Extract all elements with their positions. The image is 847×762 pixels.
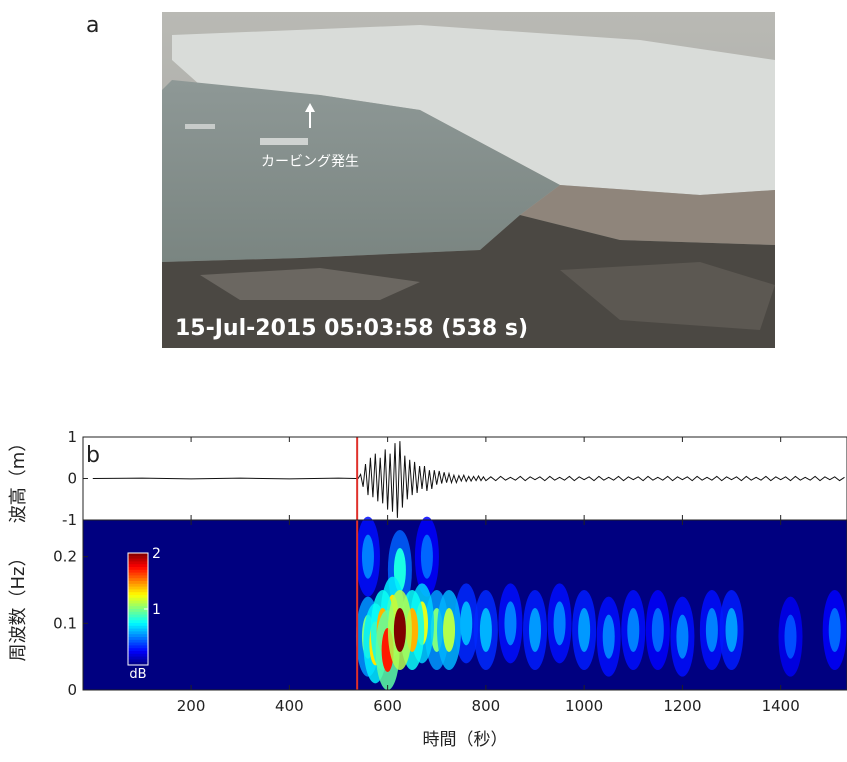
- y-tick-label: 0: [67, 470, 77, 488]
- colorbar-step: [128, 614, 148, 618]
- colorbar-step: [128, 648, 148, 652]
- spectral-core: [443, 608, 456, 652]
- colorbar-step: [128, 637, 148, 641]
- spectral-core: [420, 534, 433, 579]
- x-tick-label: 400: [275, 697, 304, 715]
- spectral-core: [784, 614, 797, 659]
- y-axis-label: 周波数（Hz）: [8, 549, 29, 662]
- spectral-core: [460, 601, 473, 646]
- colorbar-step: [128, 662, 148, 666]
- spectral-core: [705, 608, 718, 652]
- colorbar-step: [128, 609, 148, 613]
- spectral-core: [627, 608, 640, 652]
- spectral-core: [393, 608, 406, 652]
- y-tick-label: 0.1: [53, 614, 77, 632]
- colorbar-step: [128, 572, 148, 576]
- x-tick-label: 800: [472, 697, 501, 715]
- spectral-core: [725, 608, 738, 652]
- colorbar-step: [128, 561, 148, 565]
- y-tick-label: 0: [67, 681, 77, 699]
- colorbar-step: [128, 642, 148, 646]
- colorbar-step: [128, 575, 148, 579]
- photo: カービング発生 15-Jul-2015 05:03:58 (538 s): [162, 12, 775, 348]
- spectral-core: [651, 608, 664, 652]
- colorbar-step: [128, 581, 148, 585]
- spectral-core: [828, 608, 841, 652]
- spectral-core: [529, 608, 542, 652]
- colorbar-step: [128, 659, 148, 663]
- colorbar-step: [128, 578, 148, 582]
- colorbar-step: [128, 611, 148, 616]
- colorbar-step: [128, 558, 148, 562]
- colorbar-step: [128, 569, 148, 574]
- spectral-core: [504, 601, 517, 646]
- colorbar-step: [128, 623, 148, 627]
- colorbar-step: [128, 595, 148, 599]
- colorbar-step: [128, 651, 148, 655]
- colorbar-tick-label: 1: [152, 602, 161, 618]
- spectral-core: [602, 614, 615, 659]
- charts: -1 0 1 波高（m） 1 2 dB 0 0.1 0.2 200 400 600 800 1000 1200…: [8, 428, 847, 750]
- colorbar-step: [128, 603, 148, 607]
- x-tick-label: 1000: [565, 697, 603, 715]
- colorbar-step: [128, 567, 148, 571]
- colorbar-step: [128, 583, 148, 588]
- colorbar-step: [128, 628, 148, 632]
- colorbar-step: [128, 639, 148, 644]
- colorbar-step: [128, 617, 148, 621]
- colorbar-step: [128, 634, 148, 638]
- colorbar-step: [128, 589, 148, 593]
- colorbar-step: [128, 600, 148, 604]
- colorbar-step: [128, 631, 148, 635]
- y-axis-label: 波高（m）: [8, 434, 29, 524]
- y-tick-label: 0.2: [53, 548, 77, 566]
- axes-frame: [82, 519, 847, 691]
- colorbar-step: [128, 597, 148, 602]
- colorbar-step: [128, 620, 148, 624]
- panel-label: b: [86, 443, 100, 468]
- x-tick-label: 600: [373, 697, 402, 715]
- x-axis-label: 時間（秒）: [423, 730, 508, 750]
- colorbar-step: [128, 592, 148, 596]
- x-tick-label: 1400: [762, 697, 800, 715]
- spectral-core: [676, 614, 689, 659]
- colorbar-step: [128, 645, 148, 649]
- panel-label: a: [86, 13, 99, 38]
- colorbar-step: [128, 653, 148, 658]
- colorbar-step: [128, 586, 148, 590]
- spectral-core: [578, 608, 591, 652]
- colorbar-label: dB: [129, 667, 146, 682]
- timestamp: 15-Jul-2015 05:03:58 (538 s): [175, 316, 528, 341]
- colorbar-step: [128, 625, 148, 630]
- y-tick-label: 1: [67, 428, 77, 446]
- colorbar-tick-label: 2: [152, 546, 161, 562]
- spectral-core: [361, 534, 374, 579]
- arrow-label: カービング発生: [261, 154, 359, 170]
- x-tick-label: 200: [177, 697, 206, 715]
- colorbar-step: [128, 606, 148, 610]
- colorbar-step: [128, 656, 148, 660]
- colorbar-step: [128, 553, 148, 557]
- x-tick-label: 1200: [663, 697, 701, 715]
- waveform: [92, 441, 845, 518]
- colorbar-step: [128, 564, 148, 568]
- spectral-core: [479, 608, 492, 652]
- spectral-core: [553, 601, 566, 646]
- y-tick-label: -1: [62, 511, 77, 529]
- colorbar-step: [128, 555, 148, 560]
